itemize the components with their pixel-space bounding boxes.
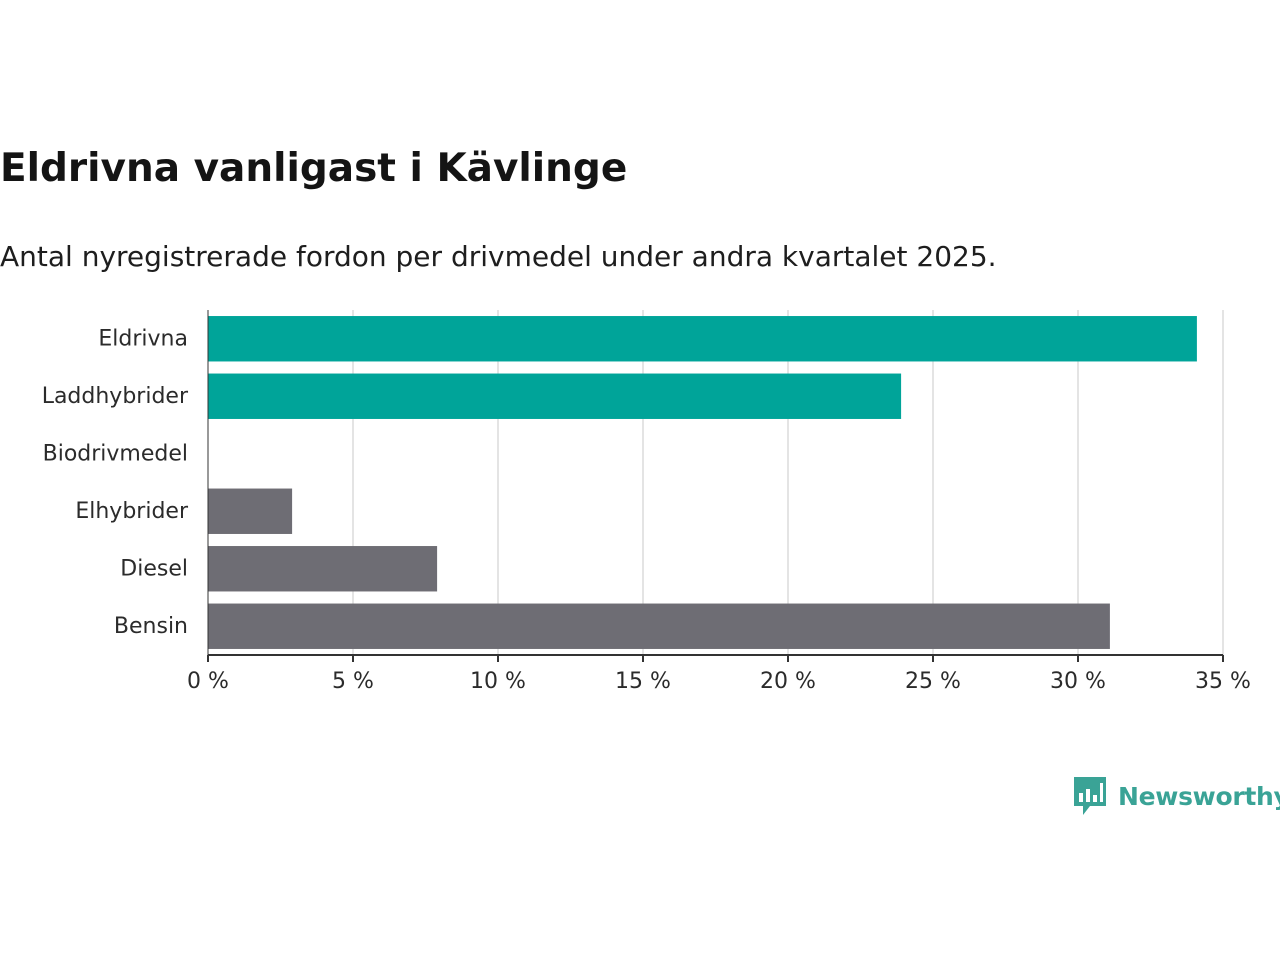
chart-title: Eldrivna vanligast i Kävlinge xyxy=(0,146,628,191)
bar-chart-speech-bubble-icon xyxy=(1074,777,1106,815)
bars xyxy=(208,316,1197,649)
x-axis: 0 % 5 % 10 % 15 % 20 % 25 % 30 % 35 % xyxy=(187,310,1251,694)
category-label: Elhybrider xyxy=(75,499,189,524)
category-label: Diesel xyxy=(120,556,188,581)
x-tick-label: 20 % xyxy=(760,669,816,694)
bar-chart: Eldrivna Laddhybrider Biodrivmedel Elhybrid… xyxy=(42,310,1251,694)
category-label: Laddhybrider xyxy=(42,384,189,409)
category-label: Eldrivna xyxy=(98,326,188,351)
bar xyxy=(208,546,438,592)
category-label: Bensin xyxy=(114,614,188,639)
x-tick-label: 35 % xyxy=(1195,669,1251,694)
grid-lines xyxy=(352,310,1224,655)
x-tick-label: 25 % xyxy=(905,669,961,694)
x-tick-label: 30 % xyxy=(1050,669,1106,694)
category-label: Biodrivmedel xyxy=(43,441,188,466)
bar xyxy=(208,488,293,534)
category-labels: Eldrivna Laddhybrider Biodrivmedel Elhybrid… xyxy=(42,326,189,639)
bar xyxy=(208,603,1110,649)
bar xyxy=(208,316,1197,362)
chart-subtitle: Antal nyregistrerade fordon per drivmede… xyxy=(0,240,997,273)
x-tick-label: 0 % xyxy=(187,669,229,694)
x-tick-label: 5 % xyxy=(332,669,374,694)
brand-name: Newsworthy xyxy=(1118,781,1280,811)
x-tick-label: 10 % xyxy=(470,669,526,694)
newsworthy-logo: Newsworthy xyxy=(1072,775,1280,817)
x-tick-label: 15 % xyxy=(615,669,671,694)
bar xyxy=(208,373,902,419)
